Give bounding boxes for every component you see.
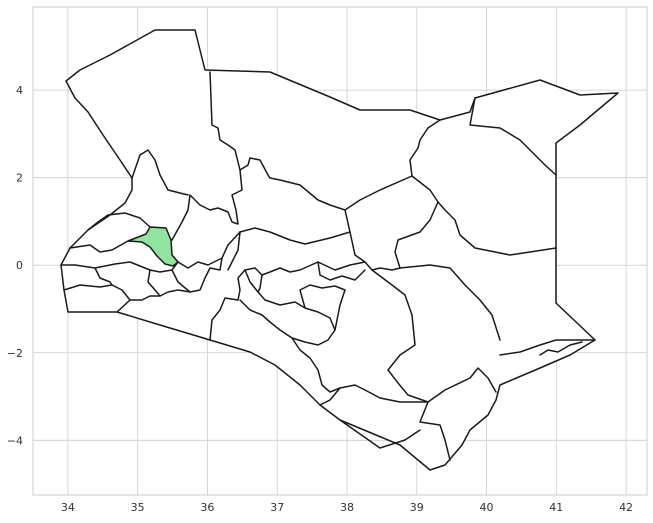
y-tick-label: 2: [16, 172, 23, 185]
x-tick-label: 42: [619, 501, 633, 514]
x-tick-label: 34: [61, 501, 75, 514]
x-tick-label: 37: [270, 501, 284, 514]
boundary-line: [87, 212, 151, 231]
y-tick-label: −2: [7, 347, 23, 360]
boundary-line: [394, 201, 439, 269]
boundary-line: [147, 269, 161, 297]
boundary-line: [371, 269, 429, 403]
y-axis-tick-labels: 4 2 0 −2 −4: [7, 84, 23, 447]
country-map: [60, 29, 619, 471]
boundary-line: [319, 384, 429, 406]
boundary-line: [317, 261, 366, 281]
x-tick-label: 40: [480, 501, 494, 514]
boundary-line: [239, 209, 351, 245]
y-tick-label: −4: [7, 434, 23, 447]
x-tick-label: 39: [410, 501, 424, 514]
boundary-line: [539, 341, 583, 356]
y-tick-label: 0: [16, 259, 23, 272]
x-tick-label: 35: [131, 501, 145, 514]
boundary-line: [209, 261, 366, 341]
boundary-line: [63, 284, 131, 301]
boundary-line: [409, 119, 441, 177]
boundary-line: [209, 71, 413, 211]
boundary-line: [171, 169, 243, 241]
boundary-line: [94, 267, 113, 286]
y-tick-label: 4: [16, 84, 23, 97]
boundary-line: [469, 97, 557, 176]
x-axis-tick-labels: 34 35 36 37 38 39 40 41 42: [61, 501, 633, 514]
boundary-line: [419, 401, 451, 461]
boundary-line: [291, 337, 341, 393]
boundary-line: [411, 175, 557, 256]
x-tick-label: 36: [200, 501, 214, 514]
boundary-line: [131, 149, 189, 196]
boundary-line: [499, 339, 596, 356]
boundary-line: [227, 231, 241, 271]
boundary-line: [69, 240, 129, 253]
boundary-line: [427, 367, 497, 403]
boundary-line: [299, 284, 346, 309]
x-tick-label: 41: [549, 501, 563, 514]
boundary-line: [334, 289, 346, 331]
boundary-line: [177, 257, 223, 269]
boundary-line: [257, 274, 263, 293]
boundary-line: [171, 269, 191, 293]
boundary-line: [339, 419, 421, 449]
boundary-line: [60, 261, 179, 273]
x-tick-label: 38: [340, 501, 354, 514]
